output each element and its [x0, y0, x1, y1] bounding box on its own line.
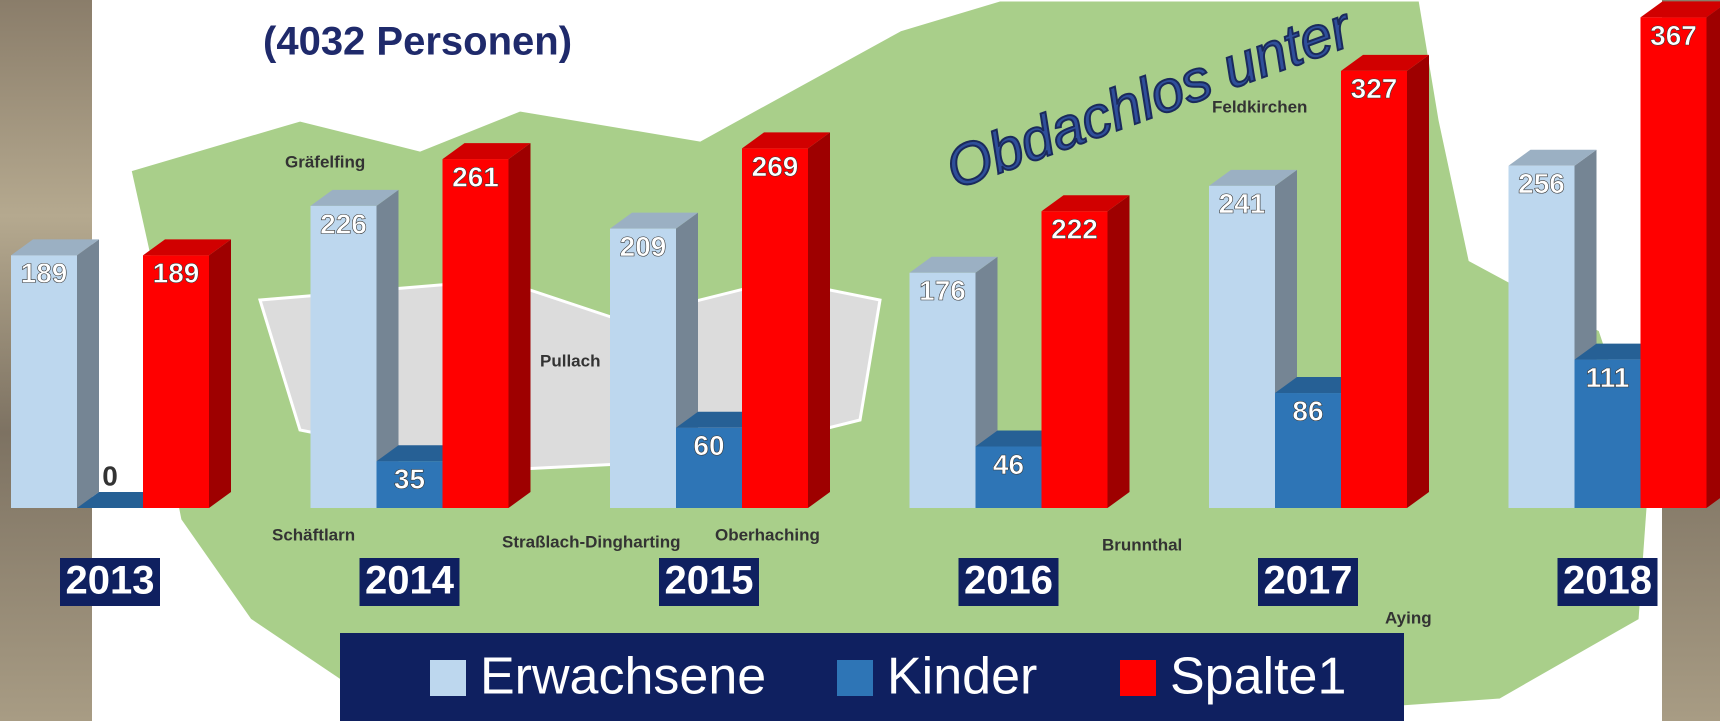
value-label: 226	[320, 208, 367, 239]
x-tick-label: 2016	[964, 559, 1053, 603]
bar-side	[1707, 1, 1720, 508]
bar-side	[808, 132, 830, 508]
legend-swatch	[1120, 660, 1156, 696]
bar	[443, 159, 509, 508]
value-label: 35	[394, 464, 425, 495]
bar	[11, 255, 77, 508]
bar	[742, 148, 808, 508]
map-label: Aying	[1385, 608, 1432, 627]
bar-side	[1407, 55, 1429, 508]
x-tick-label: 2017	[1264, 559, 1353, 603]
value-label: 327	[1351, 73, 1398, 104]
bar-side	[1108, 195, 1130, 508]
bar-side	[509, 143, 531, 508]
x-tick-label: 2018	[1563, 559, 1652, 603]
value-label: 241	[1219, 188, 1266, 219]
bar	[1641, 17, 1707, 508]
chart-title: (4032 Personen)	[263, 20, 572, 64]
value-label: 256	[1518, 168, 1565, 199]
bar	[610, 229, 676, 508]
map-label: Brunnthal	[1102, 535, 1182, 554]
x-tick-label: 2015	[665, 559, 754, 603]
value-label: 176	[919, 275, 966, 306]
value-label: 0	[102, 460, 118, 491]
bar	[143, 255, 209, 508]
bar	[1042, 211, 1108, 508]
legend-label: Erwachsene	[480, 648, 766, 706]
bar	[910, 273, 976, 508]
legend-label: Spalte1	[1170, 648, 1346, 706]
value-label: 367	[1650, 20, 1697, 51]
value-label: 86	[1292, 395, 1323, 426]
x-tick-label: 2014	[365, 559, 455, 603]
bar	[1509, 166, 1575, 508]
map-label: Oberhaching	[715, 525, 820, 544]
bar	[311, 206, 377, 508]
bar-side	[209, 239, 231, 508]
legend-swatch	[837, 660, 873, 696]
legend-label: Kinder	[887, 648, 1037, 706]
map-label: Gräfelfing	[285, 152, 365, 171]
value-label: 189	[153, 258, 200, 289]
value-label: 189	[21, 258, 68, 289]
bar	[1341, 71, 1407, 508]
value-label: 111	[1586, 362, 1630, 393]
value-label: 209	[620, 231, 667, 262]
value-label: 222	[1051, 214, 1098, 245]
bar-side	[77, 239, 99, 508]
legend-swatch	[430, 660, 466, 696]
value-label: 261	[452, 161, 499, 192]
value-label: 60	[693, 430, 724, 461]
map-label: Straßlach-Dingharting	[502, 532, 681, 551]
map-label: Pullach	[540, 351, 600, 370]
value-label: 46	[993, 449, 1024, 480]
value-label: 269	[752, 151, 799, 182]
x-tick-label: 2013	[66, 559, 155, 603]
chart: Gräfelfing Pullach Schäftlarn Straßlach-Din…	[0, 0, 1720, 721]
map-label: Schäftlarn	[272, 525, 355, 544]
bar	[1209, 186, 1275, 508]
